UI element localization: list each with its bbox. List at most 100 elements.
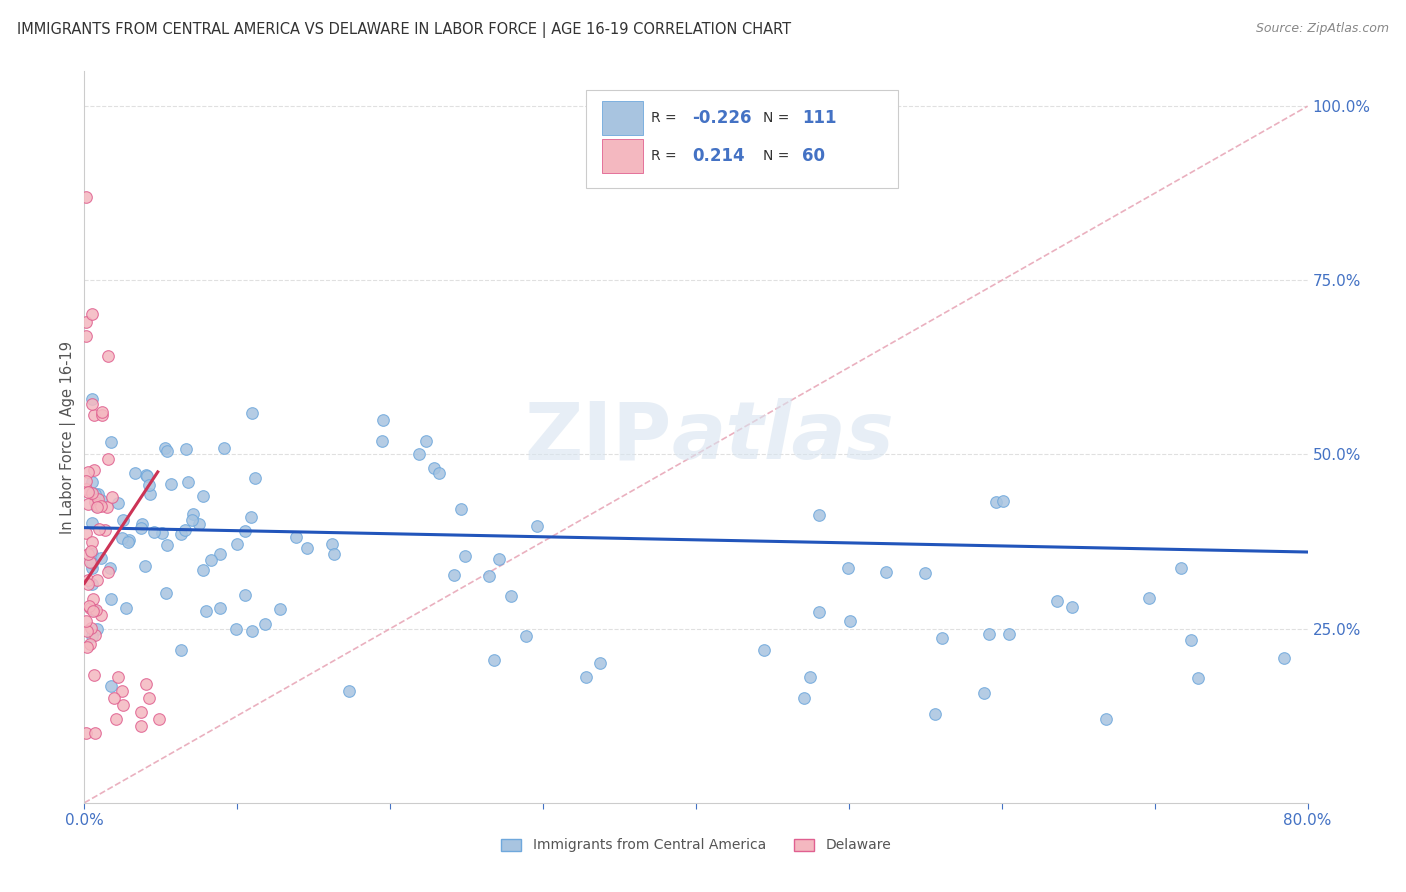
FancyBboxPatch shape <box>602 102 644 135</box>
Point <box>89 523 111 537</box>
Point <box>233 524 256 539</box>
Point <box>153 441 176 455</box>
Point <box>90 608 112 623</box>
Point <box>91 405 114 419</box>
Point <box>977 627 1000 641</box>
Point <box>79 555 101 569</box>
Point <box>80 629 103 643</box>
Point <box>337 684 360 698</box>
Point <box>808 508 831 522</box>
Point <box>86 573 108 587</box>
Point <box>77 497 100 511</box>
Point <box>112 698 135 713</box>
Point <box>75 190 97 204</box>
Point <box>1139 591 1161 606</box>
Point <box>129 705 152 719</box>
Point <box>188 517 211 532</box>
Point <box>90 499 112 513</box>
Point <box>98 560 121 574</box>
Point <box>84 487 107 501</box>
Point <box>837 561 859 575</box>
Point <box>371 434 394 448</box>
Point <box>75 329 97 343</box>
Point <box>150 525 173 540</box>
Point <box>240 406 263 420</box>
Point <box>76 640 98 654</box>
Text: R =: R = <box>651 112 681 125</box>
Point <box>208 547 231 561</box>
Text: N =: N = <box>763 112 794 125</box>
Point <box>321 537 343 551</box>
Text: 0.214: 0.214 <box>692 147 745 165</box>
Point <box>80 561 103 575</box>
Point <box>111 684 134 698</box>
Point <box>104 712 127 726</box>
Point <box>177 475 200 489</box>
Point <box>84 603 107 617</box>
FancyBboxPatch shape <box>586 90 898 188</box>
Point <box>80 516 103 531</box>
Point <box>111 531 134 545</box>
Point <box>86 487 108 501</box>
Point <box>212 441 235 455</box>
Point <box>984 494 1007 508</box>
Point <box>83 668 105 682</box>
Point <box>97 350 120 364</box>
Text: N =: N = <box>763 149 794 163</box>
Text: IMMIGRANTS FROM CENTRAL AMERICA VS DELAWARE IN LABOR FORCE | AGE 16-19 CORRELATI: IMMIGRANTS FROM CENTRAL AMERICA VS DELAW… <box>17 22 792 38</box>
Point <box>839 614 862 628</box>
Point <box>75 474 97 488</box>
Point <box>914 566 936 581</box>
Point <box>94 523 117 537</box>
Point <box>100 592 122 607</box>
Point <box>450 501 472 516</box>
Point <box>75 315 97 329</box>
Point <box>86 498 108 512</box>
Point <box>200 553 222 567</box>
Point <box>1046 594 1069 608</box>
Point <box>114 601 136 615</box>
Point <box>107 496 129 510</box>
Point <box>117 535 139 549</box>
Point <box>82 604 104 618</box>
Point <box>427 467 450 481</box>
Point <box>100 435 122 450</box>
Point <box>77 485 100 500</box>
Point <box>240 624 263 638</box>
Point <box>82 591 104 606</box>
Point <box>135 468 157 483</box>
Point <box>80 392 103 407</box>
Point <box>139 486 162 500</box>
Text: 60: 60 <box>803 147 825 165</box>
Point <box>83 603 105 617</box>
Point <box>991 493 1014 508</box>
Point <box>174 523 197 537</box>
Point <box>799 670 821 684</box>
Point <box>111 513 134 527</box>
Point <box>195 604 218 618</box>
Point <box>924 706 946 721</box>
Point <box>103 691 125 706</box>
Point <box>138 691 160 706</box>
Point <box>76 547 98 561</box>
Point <box>97 451 120 466</box>
Point <box>233 588 256 602</box>
Point <box>83 463 105 477</box>
Point <box>83 726 105 740</box>
Point <box>284 530 307 544</box>
FancyBboxPatch shape <box>602 139 644 173</box>
Point <box>86 500 108 514</box>
Point <box>415 434 437 448</box>
Point <box>408 448 430 462</box>
Point <box>75 614 97 628</box>
Point <box>240 509 263 524</box>
Point <box>80 622 103 636</box>
Point <box>1187 671 1209 685</box>
Point <box>155 586 177 600</box>
Point <box>807 606 830 620</box>
Point <box>82 307 104 321</box>
Point <box>142 525 165 540</box>
Point <box>79 599 101 613</box>
Point <box>90 551 112 566</box>
Point <box>973 686 995 700</box>
